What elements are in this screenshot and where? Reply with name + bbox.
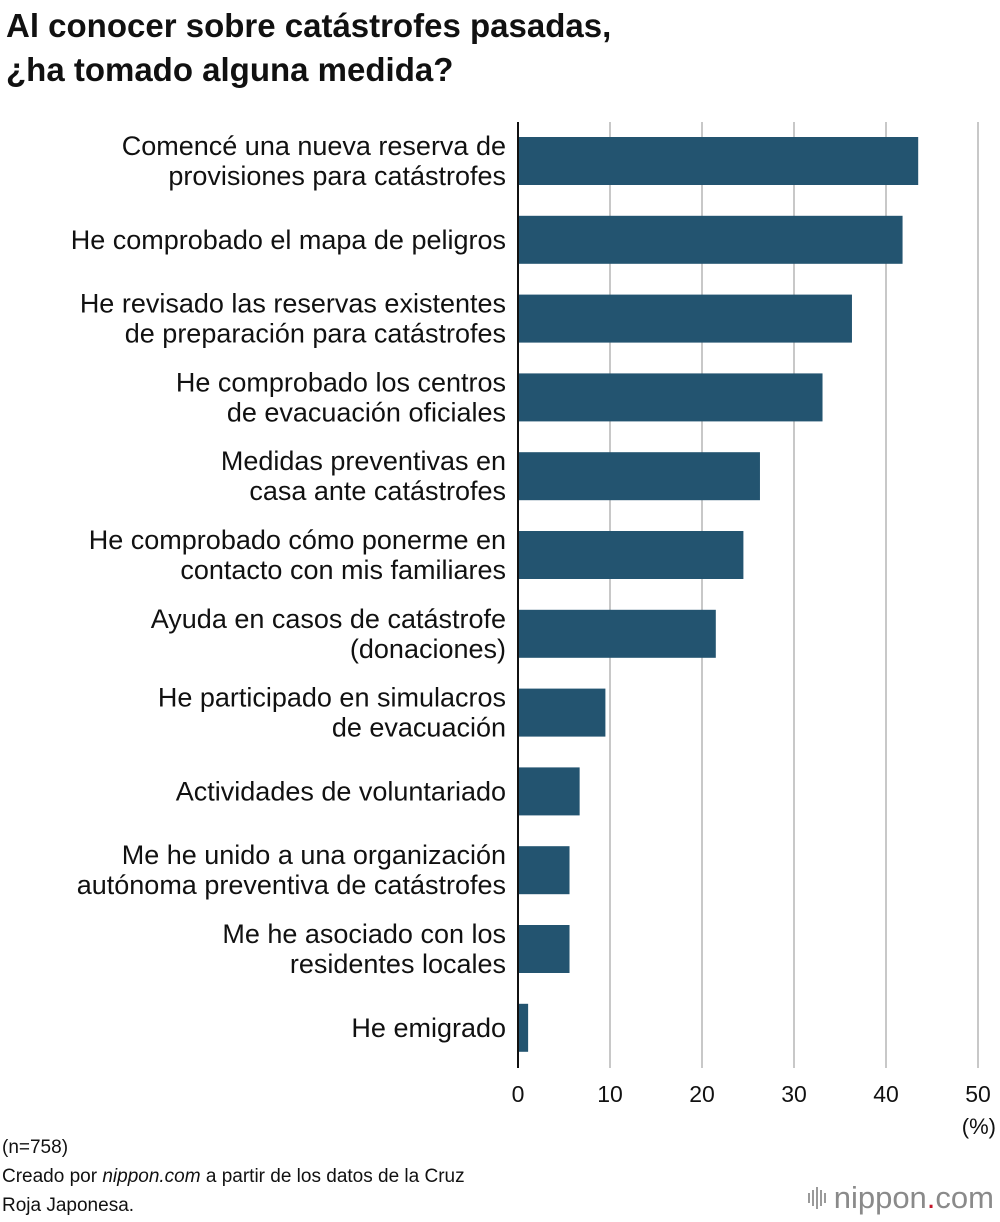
- bar-11: [518, 925, 570, 973]
- x-tick-label-50: 50: [965, 1081, 991, 1107]
- category-label-11: Me he asociado con los residentes locales: [222, 919, 506, 979]
- bar-7: [518, 609, 716, 658]
- category-label-line: residentes locales: [290, 949, 506, 979]
- brand-tld: com: [935, 1180, 994, 1215]
- source-site: nippon.com: [102, 1166, 201, 1187]
- source-note-line-2: Roja Japonesa.: [2, 1195, 135, 1216]
- category-label-2: He comprobado el mapa de peligros: [71, 225, 506, 255]
- category-label-4: He comprobado los centros de evacuación o…: [176, 367, 506, 427]
- category-label-line: provisiones para catástrofes: [168, 161, 506, 191]
- x-tick-label-30: 30: [781, 1081, 807, 1107]
- bar-8: [518, 688, 606, 737]
- category-label-10: Me he unido a una organización autónoma p…: [77, 840, 506, 900]
- category-labels: Comencé una nueva reserva de provisiones …: [71, 131, 506, 1043]
- x-tick-label-20: 20: [689, 1081, 715, 1107]
- category-label-line: Ayuda en casos de catástrofe: [151, 604, 506, 634]
- x-tick-label-40: 40: [873, 1081, 899, 1107]
- footer-notes: (n=758) Creado por nippon.com a partir d…: [2, 1133, 642, 1220]
- chart-title-line-1: Al conocer sobre catástrofes pasadas,: [6, 7, 612, 44]
- category-label-line: autónoma preventiva de catástrofes: [77, 870, 506, 900]
- bar-3: [518, 294, 852, 343]
- bar-2: [518, 215, 903, 264]
- category-label-line: de evacuación oficiales: [227, 397, 506, 427]
- category-label-line: casa ante catástrofes: [249, 476, 506, 506]
- category-label-9: Actividades de voluntariado: [176, 776, 506, 806]
- bar-6: [518, 531, 744, 579]
- nippon-logo: nippon. com: [807, 1178, 994, 1218]
- bar-10: [518, 846, 570, 895]
- category-label-line: Medidas preventivas en: [221, 446, 506, 476]
- bar-1: [518, 137, 919, 185]
- source-note: Creado por nippon.com a partir de los da…: [2, 1162, 642, 1191]
- x-axis-unit: (%): [962, 1114, 996, 1139]
- category-label-line: He comprobado los centros: [176, 367, 506, 397]
- x-tick-label-0: 0: [512, 1081, 525, 1107]
- x-tick-label-10: 10: [597, 1081, 623, 1107]
- category-label-line: de evacuación: [332, 713, 506, 743]
- bar-5: [518, 452, 760, 501]
- bar-12: [518, 1003, 529, 1052]
- brand-dot: .: [926, 1180, 936, 1215]
- category-label-line: Actividades de voluntariado: [176, 776, 506, 806]
- category-label-line: (donaciones): [350, 634, 506, 664]
- chart-title-line-2: ¿ha tomado alguna medida?: [6, 51, 454, 88]
- sound-bars-icon: [807, 1187, 826, 1209]
- bar-9: [518, 767, 580, 816]
- sample-size-note: (n=758): [2, 1137, 69, 1158]
- category-label-3: He revisado las reservas existentes de pr…: [80, 289, 506, 349]
- bar-4: [518, 373, 823, 422]
- source-prefix: Creado por: [2, 1166, 103, 1187]
- grid-lines: [609, 122, 979, 1068]
- category-label-5: Medidas preventivas en casa ante catástro…: [221, 446, 506, 506]
- source-suffix: a partir de los datos de la Cruz: [200, 1166, 465, 1187]
- category-label-12: He emigrado: [351, 1013, 506, 1043]
- category-label-line: He emigrado: [351, 1013, 506, 1043]
- x-axis-ticks: 0 10 20 30 40 50: [512, 1081, 991, 1107]
- category-label-7: Ayuda en casos de catástrofe (donaciones): [151, 604, 506, 664]
- category-label-8: He participado en simulacros de evacuació…: [158, 683, 506, 743]
- category-label-line: de preparación para catástrofes: [125, 319, 506, 349]
- chart-title: Al conocer sobre catástrofes pasadas, ¿h…: [6, 4, 986, 92]
- category-label-line: Me he unido a una organización: [122, 840, 506, 870]
- bars: [518, 137, 919, 1052]
- category-label-line: Comencé una nueva reserva de: [122, 131, 506, 161]
- category-label-line: contacto con mis familiares: [180, 555, 506, 585]
- category-label-line: He revisado las reservas existentes: [80, 289, 506, 319]
- category-label-line: Me he asociado con los: [222, 919, 506, 949]
- category-label-6: He comprobado cómo ponerme en contacto co…: [89, 525, 506, 585]
- bar-chart: Comencé una nueva reserva de provisiones …: [71, 122, 996, 1139]
- category-label-line: He comprobado el mapa de peligros: [71, 225, 506, 255]
- category-label-line: He participado en simulacros: [158, 683, 506, 713]
- brand-name: nippon: [833, 1180, 927, 1215]
- category-label-line: He comprobado cómo ponerme en: [89, 525, 506, 555]
- category-label-1: Comencé una nueva reserva de provisiones …: [122, 131, 506, 191]
